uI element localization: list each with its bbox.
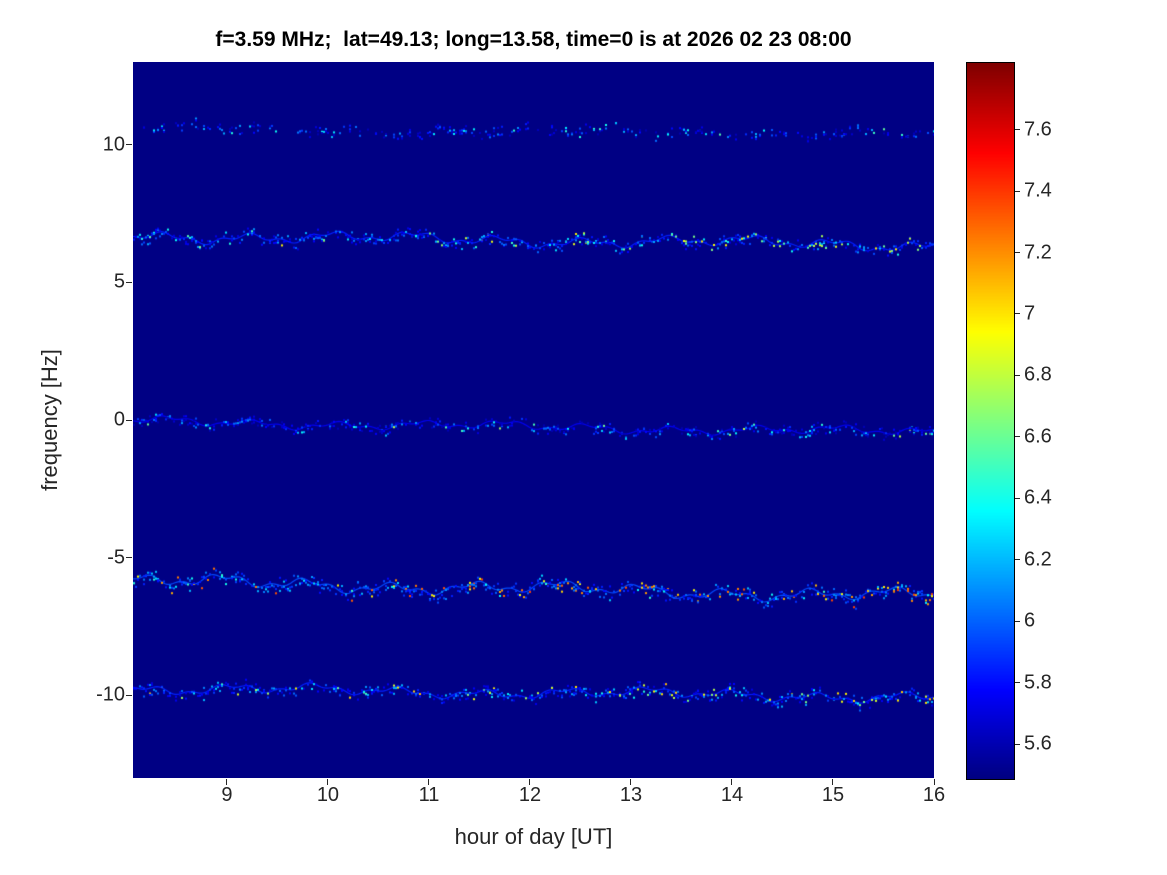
y-tick-label: 10 [102,133,125,156]
y-tick-label: 5 [113,270,125,293]
colorbar-tick-mark [1015,129,1020,131]
x-tick-label: 11 [418,784,440,806]
colorbar-tick-label: 5.8 [1024,671,1052,694]
colorbar-tick-label: 7 [1024,302,1036,325]
colorbar-tick-label: 5.6 [1024,732,1052,755]
x-tick-label: 10 [316,784,340,806]
x-tick-mark [731,779,733,785]
colorbar-tick-label: 6 [1024,609,1036,632]
colorbar-tick-label: 7.2 [1024,241,1052,264]
y-tick-label: 0 [113,408,125,431]
x-tick-label: 14 [720,784,744,806]
colorbar-tick-mark [1015,497,1020,499]
y-tick-mark [126,281,132,283]
colorbar-tick-label: 6.4 [1024,486,1052,509]
y-axis-label: frequency [Hz] [37,349,62,491]
colorbar-tick-label: 6.6 [1024,425,1052,448]
x-tick-mark [529,779,531,785]
colorbar-tick-mark [1015,620,1020,622]
x-axis-label: hour of day [UT] [454,824,613,849]
x-tick-label: 12 [518,784,542,806]
x-tick-mark [630,779,632,785]
y-tick-mark [126,694,132,696]
x-tick-mark [428,779,430,785]
colorbar-canvas [966,62,1015,780]
y-tick-mark [126,557,132,559]
heatmap-canvas [133,62,934,778]
colorbar-tick-label: 7.4 [1024,179,1052,202]
colorbar-tick-mark [1015,313,1020,315]
x-tick-label: 15 [821,784,845,806]
colorbar-tick-label: 6.2 [1024,548,1052,571]
y-tick-mark [126,419,132,421]
colorbar-tick-mark [1015,190,1020,192]
y-tick-mark [126,144,132,146]
colorbar-tick-mark [1015,252,1020,254]
y-tick-label: -10 [96,683,125,706]
x-tick-mark [226,779,228,785]
colorbar-tick-label: 6.8 [1024,363,1052,386]
x-tick-mark [832,779,834,785]
x-tick-mark [933,779,935,785]
y-tick-label: -5 [107,546,125,569]
colorbar-tick-label: 7.6 [1024,118,1052,141]
colorbar-tick-mark [1015,743,1020,745]
chart-title: f=3.59 MHz; lat=49.13; long=13.58, time=… [215,28,852,51]
colorbar-tick-mark [1015,436,1020,438]
x-tick-label: 13 [619,784,643,806]
x-tick-mark [327,779,329,785]
x-tick-label: 16 [922,784,946,806]
colorbar-tick-mark [1015,374,1020,376]
colorbar-tick-mark [1015,559,1020,561]
colorbar-tick-mark [1015,682,1020,684]
x-tick-label: 9 [221,784,233,806]
